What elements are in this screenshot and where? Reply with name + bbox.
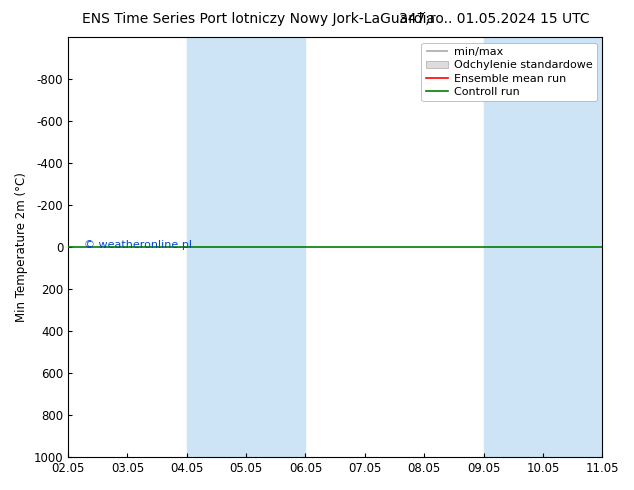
Bar [246,37,306,457]
Text: 347;ro.. 01.05.2024 15 UTC: 347;ro.. 01.05.2024 15 UTC [399,12,590,26]
Text: © weatheronline.pl: © weatheronline.pl [84,240,192,250]
Legend: min/max, Odchylenie standardowe, Ensemble mean run, Controll run: min/max, Odchylenie standardowe, Ensembl… [421,43,597,101]
Bar [484,37,543,457]
Text: ENS Time Series Port lotniczy Nowy Jork-LaGuardia: ENS Time Series Port lotniczy Nowy Jork-… [82,12,436,26]
Bar [543,37,602,457]
Y-axis label: Min Temperature 2m (°C): Min Temperature 2m (°C) [15,172,28,322]
Bar [187,37,246,457]
